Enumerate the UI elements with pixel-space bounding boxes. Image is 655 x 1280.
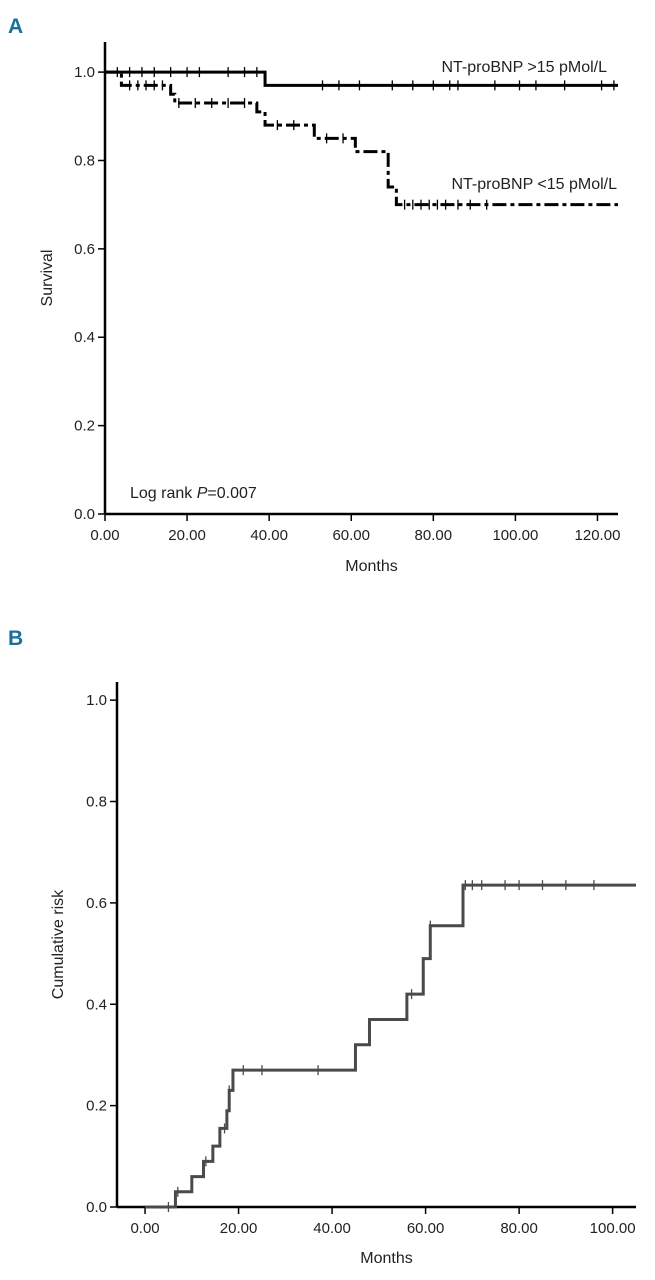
x-tick-label: 100.00 <box>492 527 538 544</box>
x-axis-title-a: Months <box>345 558 397 575</box>
x-tick-label: 80.00 <box>500 1220 538 1237</box>
y-tick-label: 0.8 <box>74 152 95 169</box>
y-tick-label: 0.6 <box>74 241 95 258</box>
x-tick-label: 80.00 <box>415 527 453 544</box>
y-tick-label: 0.2 <box>86 1098 107 1115</box>
x-tick-label: 60.00 <box>332 527 370 544</box>
panel-b-marks: 0.0 0.2 0.4 0.6 0.8 1.0 0.00 20.00 40.00 60.00 80.… <box>86 682 636 1237</box>
x-tick-label: 40.00 <box>313 1220 351 1237</box>
series-line-2 <box>105 70 618 207</box>
y-tick-label: 1.0 <box>74 64 95 81</box>
x-axis-title-b: Months <box>360 1250 412 1267</box>
y-tick-label: 0.4 <box>86 996 107 1013</box>
y-tick-label: 0.6 <box>86 895 107 912</box>
x-tick-label: 20.00 <box>168 527 206 544</box>
x-tick-label: 40.00 <box>250 527 288 544</box>
panel-label-b: B <box>8 627 23 650</box>
y-tick-label: 0.2 <box>74 418 95 435</box>
log-rank-p-value: =0.007 <box>207 485 256 502</box>
series-label-high: NT-proBNP >15 pMol/L <box>441 59 607 76</box>
series-label-low: NT-proBNP <15 pMol/L <box>451 176 617 193</box>
y-axis-title-b: Cumulative risk <box>50 889 67 999</box>
series-line-1 <box>105 70 618 87</box>
x-tick-label: 60.00 <box>407 1220 445 1237</box>
y-tick-label: 0.0 <box>86 1199 107 1216</box>
panel-a: A 0.0 0.2 0.4 0.6 0.8 1.0 0.00 20.00 40.00 60.00 8… <box>8 15 620 575</box>
x-tick-label: 20.00 <box>220 1220 258 1237</box>
y-tick-label: 0.0 <box>74 506 95 523</box>
panel-a-marks: 0.0 0.2 0.4 0.6 0.8 1.0 0.00 20.00 40.00 60.00 80.… <box>74 42 620 544</box>
series-line-1 <box>145 883 636 1209</box>
x-tick-label: 120.00 <box>575 527 621 544</box>
y-axis-title-a: Survival <box>39 250 56 307</box>
x-tick-label: 0.00 <box>90 527 119 544</box>
panel-label-a: A <box>8 15 23 38</box>
y-tick-label: 0.4 <box>74 329 95 346</box>
panel-b: B 0.0 0.2 0.4 0.6 0.8 1.0 0.00 20.00 40.00 60.00 8… <box>8 627 636 1267</box>
log-rank-prefix: Log rank <box>130 485 197 502</box>
x-tick-label: 100.00 <box>590 1220 636 1237</box>
x-tick-label: 0.00 <box>130 1220 159 1237</box>
y-tick-label: 1.0 <box>86 692 107 709</box>
log-rank-p-symbol: P <box>197 485 208 502</box>
y-tick-label: 0.8 <box>86 794 107 811</box>
log-rank-annotation: Log rank P=0.007 <box>130 485 257 502</box>
